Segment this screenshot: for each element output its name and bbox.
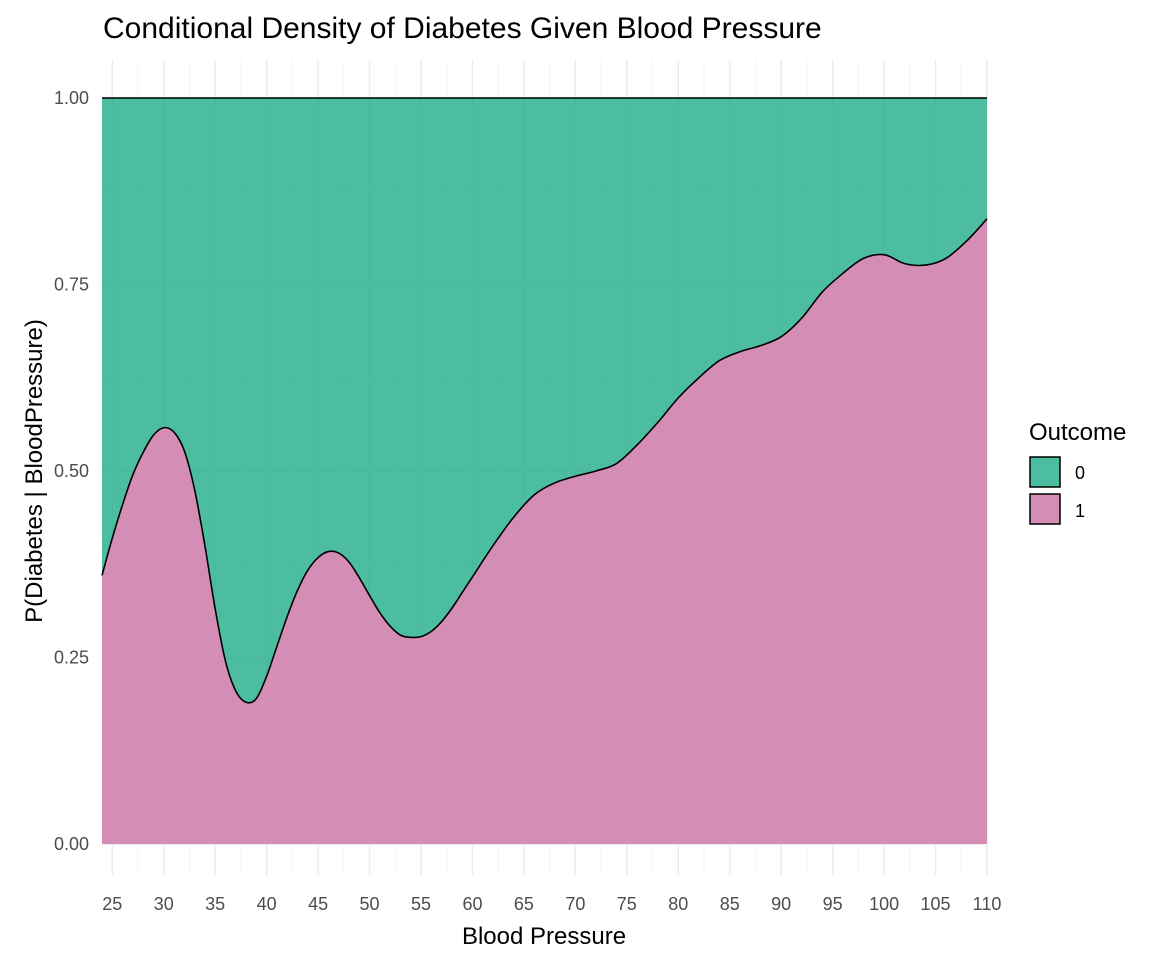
x-tick-label: 50 (360, 894, 380, 914)
x-tick-label: 25 (102, 894, 122, 914)
y-axis: 0.00 0.25 0.50 0.75 1.00 (54, 88, 89, 854)
legend-swatch-1 (1029, 493, 1061, 525)
x-tick-label: 105 (921, 894, 951, 914)
legend-label-1: 1 (1075, 501, 1085, 521)
y-tick-label: 0.75 (54, 275, 89, 295)
x-tick-label: 75 (617, 894, 637, 914)
y-tick-label: 0.25 (54, 648, 89, 668)
boundary-line (101, 218, 988, 704)
x-tick-label: 55 (411, 894, 431, 914)
x-axis: 25 30 35 40 45 50 55 60 65 70 75 80 85 90 95 100 105 110 (102, 894, 1001, 914)
y-tick-label: 0.00 (54, 834, 89, 854)
y-tick-label: 0.50 (54, 461, 89, 481)
legend-label-0: 0 (1075, 463, 1085, 483)
x-axis-title: Blood Pressure (462, 923, 626, 950)
legend-title: Outcome (1029, 419, 1126, 446)
x-tick-label: 80 (668, 894, 688, 914)
x-tick-label: 85 (720, 894, 740, 914)
plot-areas (101, 97, 988, 845)
legend-swatch-0 (1029, 456, 1061, 488)
y-axis-title: P(Diabetes | BloodPressure) (21, 319, 48, 623)
x-tick-label: 95 (823, 894, 843, 914)
x-tick-label: 35 (205, 894, 225, 914)
legend: Outcome 0 1 (1029, 419, 1126, 525)
x-tick-label: 90 (771, 894, 791, 914)
x-tick-label: 30 (154, 894, 174, 914)
x-tick-label: 60 (462, 894, 482, 914)
x-tick-label: 70 (565, 894, 585, 914)
x-tick-label: 65 (514, 894, 534, 914)
x-tick-label: 45 (308, 894, 328, 914)
chart-title: Conditional Density of Diabetes Given Bl… (103, 12, 822, 45)
x-tick-label: 40 (257, 894, 277, 914)
y-tick-label: 1.00 (54, 88, 89, 108)
area-outcome-1 (102, 218, 987, 845)
x-tick-label: 110 (973, 894, 1002, 914)
x-tick-label: 100 (869, 894, 899, 914)
